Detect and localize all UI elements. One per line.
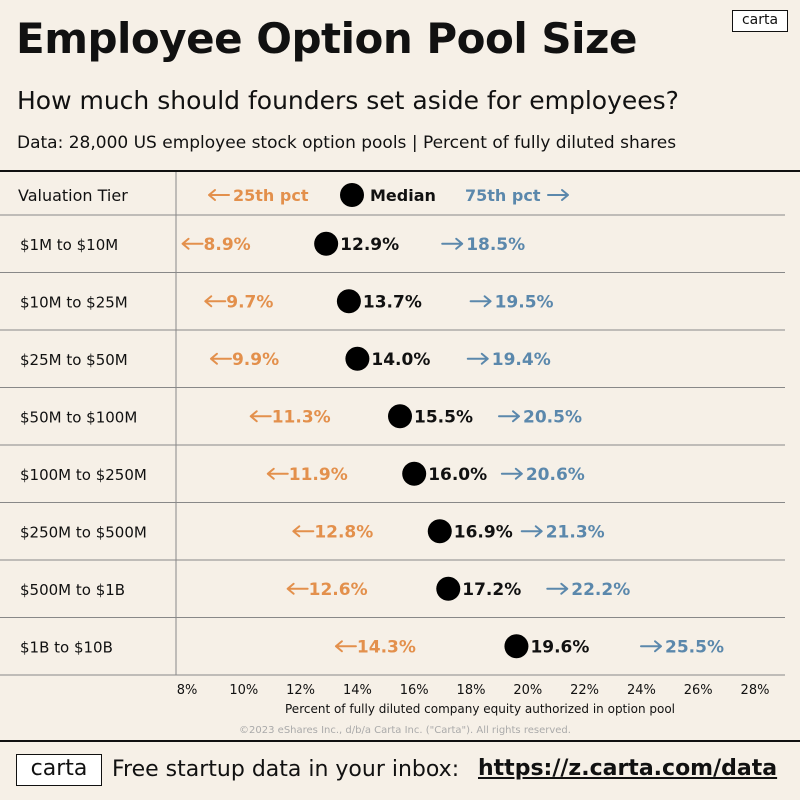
x-tick-label: 16% [400, 683, 429, 698]
x-tick-label: 22% [570, 683, 599, 698]
p75-arrow-icon [441, 237, 464, 250]
p75-value-label: 19.4% [492, 350, 551, 370]
median-marker [402, 461, 427, 486]
row-label: $100M to $250M [20, 466, 147, 484]
p75-arrow-icon [466, 352, 489, 365]
median-value-label: 16.9% [454, 522, 513, 542]
median-value-label: 14.0% [371, 350, 430, 370]
copyright-text: ©2023 eShares Inc., d/b/a Carta Inc. ("C… [239, 725, 571, 736]
header-divider [0, 170, 800, 172]
p75-arrow-icon [469, 295, 492, 308]
median-value-label: 13.7% [363, 292, 422, 312]
p25-arrow-icon [334, 640, 357, 653]
row-label: $10M to $25M [20, 293, 128, 311]
p75-value-label: 19.5% [495, 292, 554, 312]
median-marker [345, 346, 370, 371]
p25-value-label: 11.3% [272, 407, 331, 427]
p25-arrow-icon [209, 352, 232, 365]
p75-value-label: 22.2% [571, 580, 630, 600]
option-pool-chart: Valuation Tier 25th pct Median 75th pct $1M … [0, 172, 785, 736]
legend-p75-arrow-icon [547, 189, 569, 201]
row-label: $1M to $10M [20, 236, 118, 254]
median-value-label: 12.9% [340, 235, 399, 255]
median-marker [314, 231, 339, 256]
x-tick-label: 20% [513, 683, 542, 698]
page-subtitle: How much should founders set aside for e… [17, 86, 679, 115]
legend-median-marker [340, 183, 364, 207]
median-value-label: 19.6% [530, 637, 589, 657]
row-label: $50M to $100M [20, 408, 137, 426]
x-tick-label: 14% [343, 683, 372, 698]
p75-arrow-icon [498, 410, 520, 423]
legend-p25-arrow-icon [208, 189, 230, 201]
x-axis-label: Percent of fully diluted company equity … [285, 702, 675, 716]
p75-value-label: 20.5% [523, 407, 582, 427]
p25-arrow-icon [204, 295, 227, 308]
p25-value-label: 11.9% [289, 465, 348, 485]
page-title: Employee Option Pool Size [16, 14, 637, 63]
footer-text: Free startup data in your inbox: [112, 757, 460, 782]
p25-value-label: 9.7% [226, 292, 273, 312]
legend-median-label: Median [370, 186, 436, 205]
x-tick-label: 10% [229, 683, 258, 698]
p75-value-label: 21.3% [546, 522, 605, 542]
median-value-label: 16.0% [428, 465, 487, 485]
p25-arrow-icon [266, 467, 289, 480]
p75-arrow-icon [546, 582, 569, 595]
p75-arrow-icon [520, 525, 543, 538]
row-label: $1B to $10B [20, 638, 113, 656]
footer-carta-logo[interactable]: carta [16, 754, 102, 786]
median-value-label: 15.5% [414, 407, 473, 427]
data-note: Data: 28,000 US employee stock option po… [17, 133, 677, 153]
p25-arrow-icon [181, 237, 204, 250]
x-tick-label: 24% [627, 683, 656, 698]
p25-arrow-icon [292, 525, 315, 538]
legend-p75-label: 75th pct [465, 186, 541, 205]
p75-arrow-icon [500, 467, 523, 480]
p25-value-label: 12.8% [314, 522, 373, 542]
median-value-label: 17.2% [462, 580, 521, 600]
x-tick-label: 28% [741, 683, 770, 698]
median-marker [336, 289, 361, 314]
x-tick-label: 18% [457, 683, 486, 698]
row-label: $250M to $500M [20, 523, 147, 541]
median-marker [427, 519, 452, 544]
p75-value-label: 20.6% [526, 465, 585, 485]
p75-arrow-icon [640, 640, 662, 653]
p25-value-label: 9.9% [232, 350, 279, 370]
row-label: $25M to $50M [20, 351, 128, 369]
median-marker [504, 634, 529, 659]
x-tick-label: 12% [286, 683, 315, 698]
p75-value-label: 25.5% [665, 637, 724, 657]
p25-value-label: 14.3% [357, 637, 416, 657]
p25-value-label: 12.6% [309, 580, 368, 600]
p75-value-label: 18.5% [466, 235, 525, 255]
row-header-label: Valuation Tier [18, 186, 128, 205]
median-marker [436, 576, 461, 601]
median-marker [388, 404, 412, 429]
p25-arrow-icon [286, 582, 309, 595]
footer-divider [0, 740, 800, 742]
newsletter-link[interactable]: https://z.carta.com/data [478, 756, 778, 781]
p25-arrow-icon [249, 410, 272, 423]
row-label: $500M to $1B [20, 581, 125, 599]
x-tick-label: 8% [177, 683, 198, 698]
legend-p25-label: 25th pct [233, 186, 309, 205]
p25-value-label: 8.9% [204, 235, 251, 255]
x-tick-label: 26% [684, 683, 713, 698]
carta-logo[interactable]: carta [732, 10, 788, 32]
